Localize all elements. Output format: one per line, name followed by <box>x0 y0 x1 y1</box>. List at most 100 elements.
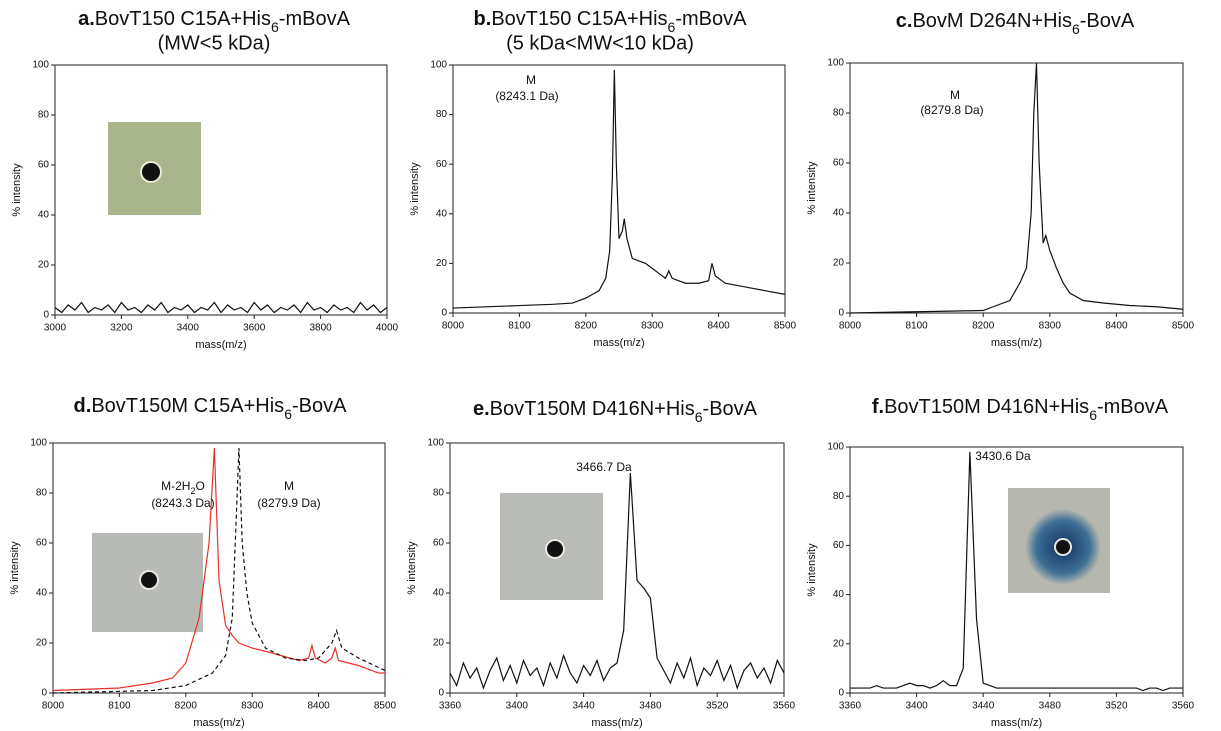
x-axis-label: mass(m/z) <box>195 339 246 351</box>
inset-photo-e <box>500 493 603 600</box>
peak-annotation: 3430.6 Da <box>975 449 1031 463</box>
panel: 0 20 40 60 80 100 8000 8100 8200 8300 8400 8500 mass… <box>9 395 397 729</box>
y-tick-label: 100 <box>30 438 47 449</box>
x-tick-label: 3200 <box>110 323 133 334</box>
text-part: BovM D264N+His <box>912 10 1072 32</box>
spectrum-line <box>54 301 388 314</box>
x-tick-label: 8100 <box>905 321 928 332</box>
text-part: 6 <box>1089 407 1097 423</box>
inset-photo-a <box>108 122 201 215</box>
text-part: 6 <box>271 19 279 35</box>
panel-letter: a. <box>78 8 95 30</box>
x-tick-label: 3600 <box>243 323 266 334</box>
y-tick-label: 80 <box>433 488 445 499</box>
y-tick-label: 100 <box>827 442 844 453</box>
x-tick-label: 3400 <box>177 323 200 334</box>
y-tick-label: 40 <box>833 589 845 600</box>
y-tick-label: 0 <box>838 308 844 319</box>
text-part: -BovA <box>1080 10 1135 32</box>
y-axis-label: % intensity <box>806 161 818 215</box>
text-part: (8243.3 Da) <box>151 496 214 510</box>
peak-annotation: 3466.7 Da <box>576 460 632 474</box>
x-tick-label: 3360 <box>839 701 862 712</box>
x-tick-label: 8500 <box>774 321 797 332</box>
panel-letter: e. <box>473 398 490 420</box>
y-tick-label: 20 <box>833 258 845 269</box>
text-part: (8243.1 Da) <box>495 89 558 103</box>
text-part: 3430.6 Da <box>975 449 1031 463</box>
x-tick-label: 3560 <box>773 701 796 712</box>
x-tick-label: 3440 <box>972 701 995 712</box>
spectrum-line <box>52 447 385 692</box>
plot-frame <box>449 442 785 694</box>
text-part: BovT150 C15A+His <box>491 8 667 30</box>
plot-frame <box>54 64 388 316</box>
plot-frame <box>52 442 386 694</box>
y-tick-label: 60 <box>38 160 50 171</box>
panel: 0 20 40 60 80 100 3000 3200 3400 3600 3800 4000 mass… <box>11 8 399 351</box>
x-tick-label: 8100 <box>108 701 131 712</box>
text-part: -BovA <box>292 395 347 417</box>
panel-letter: d. <box>74 395 92 417</box>
spectrum-line <box>850 451 1183 692</box>
x-tick-label: 3400 <box>506 701 529 712</box>
x-axis-label: mass(m/z) <box>593 337 644 349</box>
y-tick-label: 80 <box>833 491 845 502</box>
peak-annotation: M <box>284 479 294 493</box>
peak-annotation: (8243.3 Da) <box>151 496 214 510</box>
y-tick-label: 20 <box>436 258 448 269</box>
panel-letter: b. <box>474 8 492 30</box>
text-part: 6 <box>284 406 292 422</box>
peak-annotation: M <box>950 88 960 102</box>
panel-letter: f. <box>872 396 884 418</box>
text-part: M <box>950 88 960 102</box>
x-tick-label: 8300 <box>641 321 664 332</box>
x-tick-label: 8300 <box>1039 321 1062 332</box>
y-tick-label: 20 <box>833 638 845 649</box>
text-part: BovT150M C15A+His <box>91 395 284 417</box>
x-tick-label: 8200 <box>972 321 995 332</box>
text-part: M <box>284 479 294 493</box>
y-axis-label: % intensity <box>9 541 21 595</box>
y-tick-label: 20 <box>433 638 445 649</box>
x-axis-label: mass(m/z) <box>991 717 1042 729</box>
x-axis-label: mass(m/z) <box>591 717 642 729</box>
panel-title: e.BovT150M D416N+His6-BovA <box>473 398 758 424</box>
x-tick-label: 8200 <box>175 701 198 712</box>
panel: 0 20 40 60 80 100 8000 8100 8200 8300 8400 8500 mass… <box>409 8 797 349</box>
plot-frame <box>849 62 1184 314</box>
text-part: BovT150 C15A+His <box>95 8 271 30</box>
plot-frame <box>452 64 786 314</box>
panel-title: f.BovT150M D416N+His6-mBovA <box>872 396 1169 422</box>
inset-photo-d <box>92 533 203 632</box>
y-tick-label: 40 <box>38 210 50 221</box>
y-tick-label: 60 <box>36 538 48 549</box>
x-tick-label: 8000 <box>839 321 862 332</box>
text-part: 2 <box>190 486 195 496</box>
text-part: -mBovA <box>279 8 351 30</box>
spectrum-line <box>449 472 785 690</box>
x-tick-label: 8200 <box>575 321 598 332</box>
y-tick-label: 60 <box>833 158 845 169</box>
y-tick-label: 20 <box>38 260 50 271</box>
panel-subtitle: (5 kDa<MW<10 kDa) <box>506 32 694 54</box>
x-tick-label: 3520 <box>706 701 729 712</box>
peak-annotation: M-2H2O <box>161 479 205 496</box>
panel-title: a.BovT150 C15A+His6-mBovA <box>78 8 350 34</box>
x-tick-label: 3440 <box>572 701 595 712</box>
x-tick-label: 4000 <box>376 323 399 334</box>
spectrum-line <box>52 447 386 694</box>
y-tick-label: 40 <box>433 588 445 599</box>
y-axis-label: % intensity <box>406 541 418 595</box>
x-tick-label: 8000 <box>442 321 465 332</box>
x-tick-label: 8000 <box>42 701 65 712</box>
x-tick-label: 3800 <box>309 323 332 334</box>
y-tick-label: 80 <box>38 110 50 121</box>
spectrum-line <box>849 62 1184 314</box>
x-axis-label: mass(m/z) <box>193 717 244 729</box>
peak-annotation: (8279.8 Da) <box>920 103 983 117</box>
y-tick-label: 0 <box>43 310 49 321</box>
text-part: 3466.7 Da <box>576 460 632 474</box>
